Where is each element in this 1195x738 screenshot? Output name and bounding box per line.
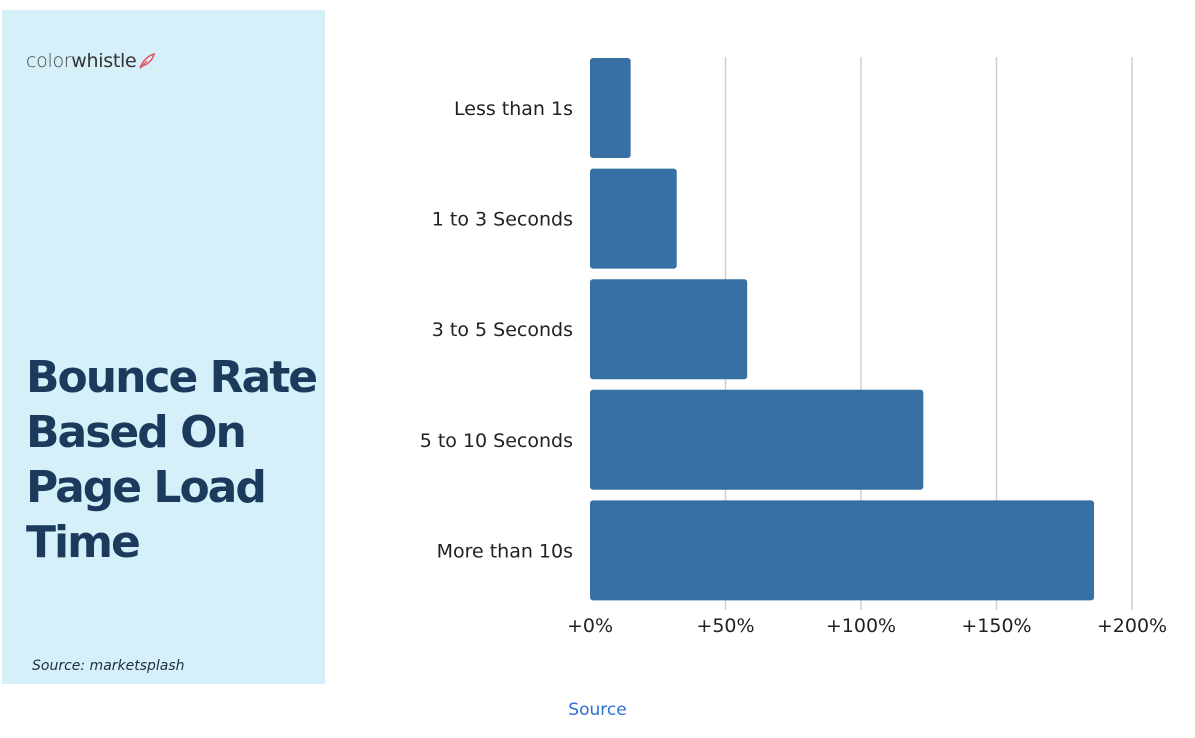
x-tick-label: +100%: [826, 615, 896, 637]
brand-suffix: whistle: [71, 50, 137, 72]
category-label: More than 10s: [437, 540, 573, 562]
bounce-rate-chart: Less than 1s 1 to 3 Seconds 3 to 5 Seconds…: [420, 57, 1167, 637]
bar: [590, 168, 677, 269]
x-tick-label: +200%: [1097, 615, 1167, 637]
category-label: Less than 1s: [454, 98, 573, 120]
category-label: 3 to 5 Seconds: [432, 319, 573, 341]
bar: [590, 58, 631, 158]
bar: [590, 389, 924, 490]
x-tick-label: +0%: [567, 615, 613, 637]
category-label: 5 to 10 Seconds: [420, 430, 573, 452]
panel-source: Source: marketsplash: [32, 658, 185, 674]
x-tick-label: +150%: [961, 615, 1031, 637]
x-tick-label: +50%: [696, 615, 754, 637]
bar: [590, 500, 1095, 601]
source-link[interactable]: Source: [568, 700, 627, 720]
bar: [590, 279, 748, 380]
brand-logo: colorwhistle: [26, 50, 156, 74]
brand-prefix: color: [26, 50, 72, 72]
side-panel: colorwhistle Bounce Rate Based On Page L…: [2, 10, 325, 684]
panel-title: Bounce Rate Based On Page Load Time: [26, 352, 318, 568]
feather-icon: [138, 52, 156, 74]
category-label: 1 to 3 Seconds: [432, 209, 573, 231]
